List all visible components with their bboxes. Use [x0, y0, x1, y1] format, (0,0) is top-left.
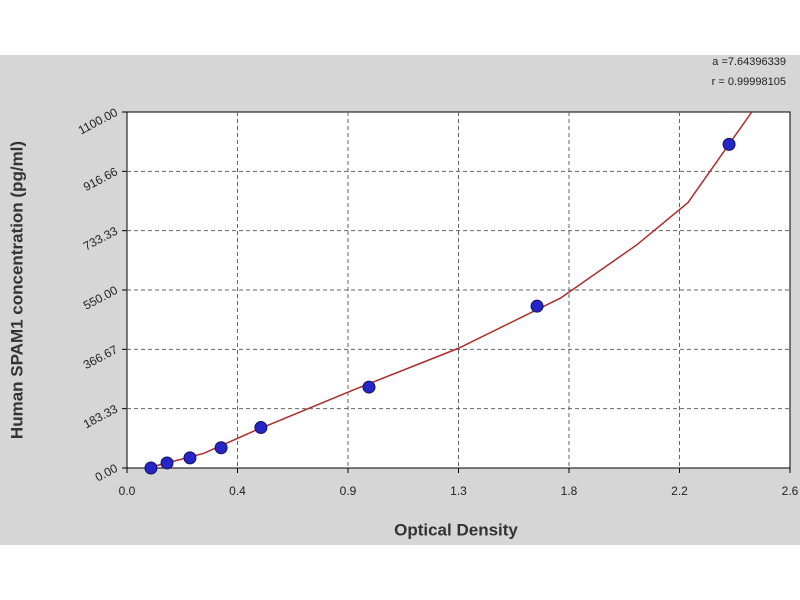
x-tick-label: 1.8	[561, 484, 578, 498]
x-axis-title: Optical Density	[394, 520, 518, 539]
x-tick-label: 2.2	[671, 484, 688, 498]
data-point	[722, 137, 736, 151]
x-tick-label: 2.6	[782, 484, 799, 498]
data-point	[362, 380, 376, 394]
x-tick-label: 0.0	[119, 484, 136, 498]
y-axis-title: Human SPAM1 concentration (pg/ml)	[7, 141, 26, 439]
data-point	[530, 299, 544, 313]
data-point	[214, 441, 228, 455]
annotation: r = 0.99998105	[712, 76, 786, 88]
data-point	[160, 456, 174, 470]
data-point	[254, 421, 268, 435]
x-tick-label: 0.4	[229, 484, 246, 498]
x-tick-label: 0.9	[340, 484, 357, 498]
annotation: a =7.64396339	[712, 56, 786, 68]
x-tick-label: 1.3	[450, 484, 467, 498]
data-point	[144, 461, 158, 475]
data-point	[183, 451, 197, 465]
